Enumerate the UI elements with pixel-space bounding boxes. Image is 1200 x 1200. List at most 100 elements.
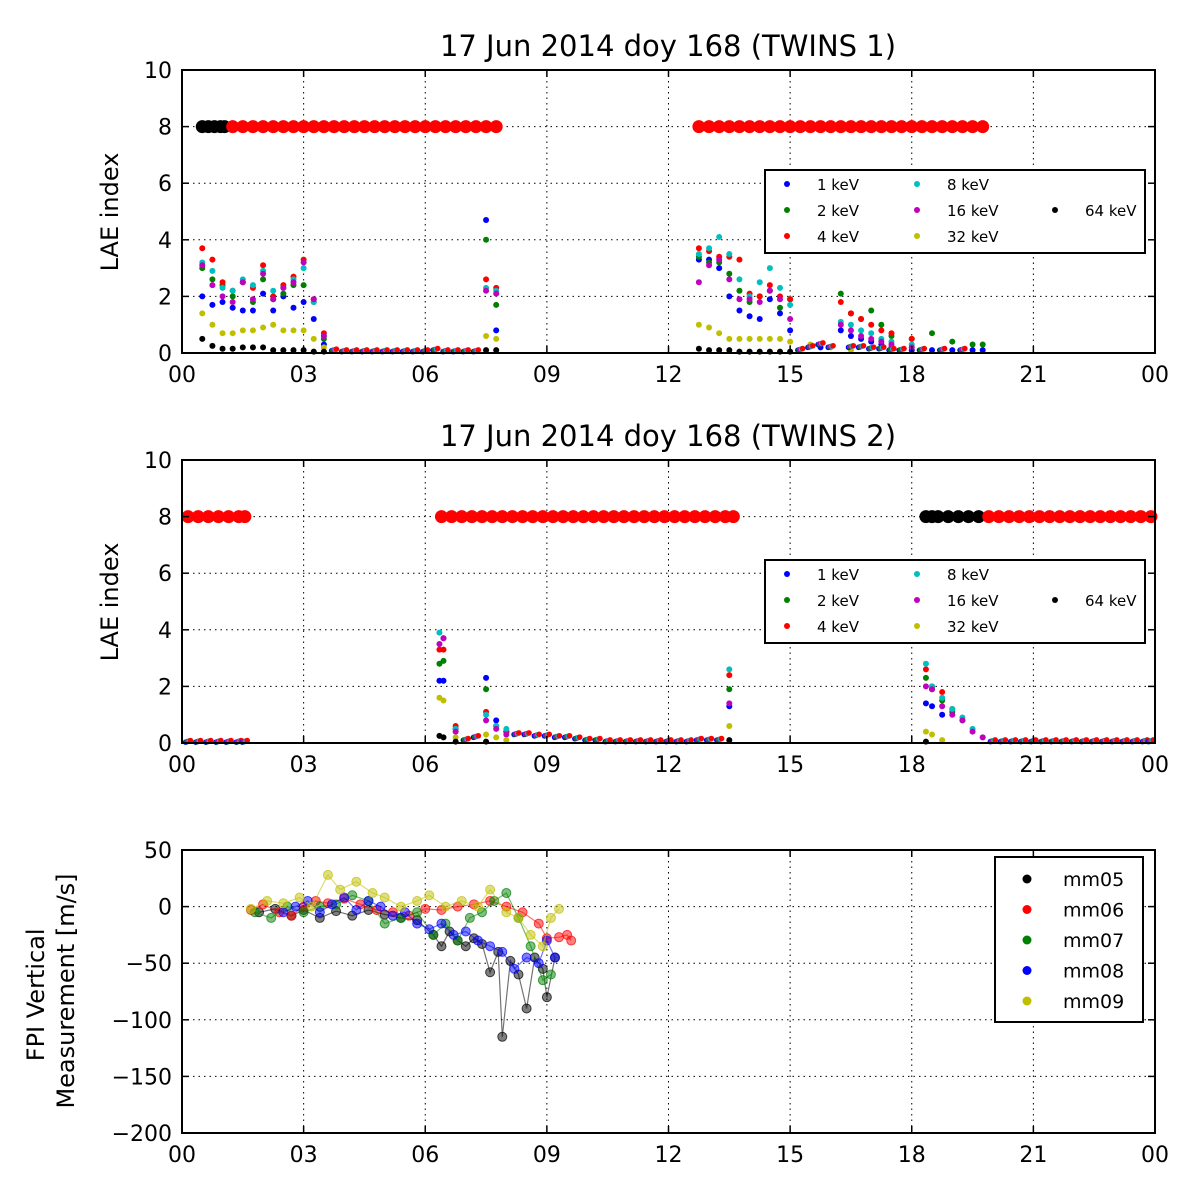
legend-marker — [1022, 966, 1032, 975]
status-marker — [317, 120, 331, 134]
fpi-point-mm08 — [351, 904, 362, 915]
legend-marker — [1022, 935, 1032, 945]
y-tick-label: −150 — [112, 1065, 172, 1090]
data-point-16-keV — [695, 279, 702, 286]
status-marker — [1022, 510, 1036, 524]
status-marker — [712, 120, 726, 134]
status-marker — [617, 510, 631, 524]
status-marker — [347, 120, 361, 134]
status-marker — [637, 510, 651, 524]
data-point-32-keV — [219, 330, 226, 337]
baseline-point — [688, 737, 694, 743]
fpi-point-mm09 — [472, 901, 483, 912]
baseline-point — [1063, 737, 1069, 743]
data-point-16-keV — [858, 333, 865, 340]
legend-label: 2 keV — [817, 202, 860, 220]
fpi-point-mm07 — [525, 941, 536, 952]
fpi-point-mm09 — [537, 941, 548, 952]
data-point-64-keV — [260, 344, 267, 351]
data-point-64-keV — [249, 344, 256, 351]
status-marker — [211, 510, 225, 524]
data-point-2-keV — [878, 321, 885, 328]
data-point-16-keV — [452, 728, 459, 735]
data-point-16-keV — [310, 296, 317, 303]
data-point-2-keV — [736, 287, 743, 294]
data-point-16-keV — [706, 262, 713, 269]
data-point-16-keV — [922, 683, 929, 690]
status-marker — [814, 120, 828, 134]
legend-label: 16 keV — [947, 592, 999, 610]
status-marker — [783, 120, 797, 134]
legend-label: 8 keV — [947, 176, 990, 194]
data-point-64-keV — [199, 335, 206, 342]
data-point-2-keV — [483, 236, 490, 243]
data-point-1-keV — [219, 299, 226, 306]
legend-label: mm07 — [1063, 930, 1124, 952]
data-point-32-keV — [260, 324, 267, 331]
fpi-point-mm08 — [424, 924, 435, 935]
status-marker — [743, 120, 757, 134]
legend-marker — [1052, 597, 1058, 603]
data-point-16-keV — [939, 703, 946, 710]
data-point-16-keV — [493, 725, 500, 732]
fpi-point-mm07 — [412, 907, 423, 918]
baseline-point — [465, 347, 471, 353]
data-point-32-keV — [229, 330, 236, 337]
status-marker — [1083, 510, 1097, 524]
status-marker — [1063, 510, 1077, 524]
data-point-16-keV — [736, 296, 743, 303]
baseline-point — [1124, 737, 1130, 743]
y-tick-label: 4 — [158, 229, 172, 254]
baseline-point — [668, 737, 674, 743]
baseline-point — [880, 344, 887, 350]
data-point-64-keV — [290, 347, 297, 354]
status-marker — [327, 120, 341, 134]
status-marker — [698, 510, 712, 524]
panel-twins1: 17 Jun 2014 doy 168 (TWINS 1) 00 03 06 09 12… — [96, 29, 1169, 388]
fpi-point-mm08 — [363, 895, 374, 906]
status-marker — [955, 120, 969, 134]
status-marker — [941, 510, 955, 524]
data-point-2-keV — [229, 293, 236, 300]
data-point-32-keV — [239, 327, 246, 334]
data-point-8-keV — [726, 250, 733, 257]
legend-label: 16 keV — [947, 202, 999, 220]
data-point-32-keV — [199, 310, 206, 317]
status-marker — [238, 510, 252, 524]
baseline-point — [424, 347, 431, 353]
data-point-32-keV — [320, 344, 327, 351]
status-marker — [803, 120, 817, 134]
fpi-point-mm08 — [327, 899, 338, 910]
data-point-2-keV — [726, 270, 733, 277]
x-tick-label: 00 — [168, 1143, 196, 1168]
status-marker — [408, 120, 422, 134]
data-point-2-keV — [493, 301, 500, 308]
fpi-point-mm05 — [485, 967, 496, 978]
baseline-point — [333, 346, 340, 352]
y-tick-label: 50 — [144, 839, 172, 864]
status-marker — [1134, 510, 1148, 524]
baseline-point — [901, 345, 907, 352]
fpi-point-mm07 — [379, 918, 390, 929]
y-tick-label: 0 — [158, 342, 172, 367]
baseline-point — [384, 347, 390, 353]
legend-marker — [1022, 996, 1032, 1006]
legend-label: 1 keV — [817, 176, 860, 194]
x-tick-label: 00 — [168, 363, 196, 388]
data-point-64-keV — [706, 347, 713, 354]
fpi-point-mm09 — [306, 901, 317, 912]
data-point-16-keV — [503, 731, 510, 738]
status-marker — [566, 510, 580, 524]
data-point-16-keV — [959, 717, 966, 724]
fpi-point-mm07 — [266, 912, 277, 923]
status-marker — [1053, 510, 1067, 524]
data-point-64-keV — [229, 345, 236, 352]
fpi-point-mm09 — [485, 884, 496, 895]
data-point-32-keV — [493, 734, 500, 741]
x-tick-label: 06 — [411, 363, 439, 388]
data-point-4-keV — [766, 282, 773, 289]
data-point-1-keV — [493, 327, 500, 334]
data-point-8-keV — [847, 321, 854, 328]
data-point-2-keV — [776, 304, 783, 311]
status-marker — [337, 120, 351, 134]
